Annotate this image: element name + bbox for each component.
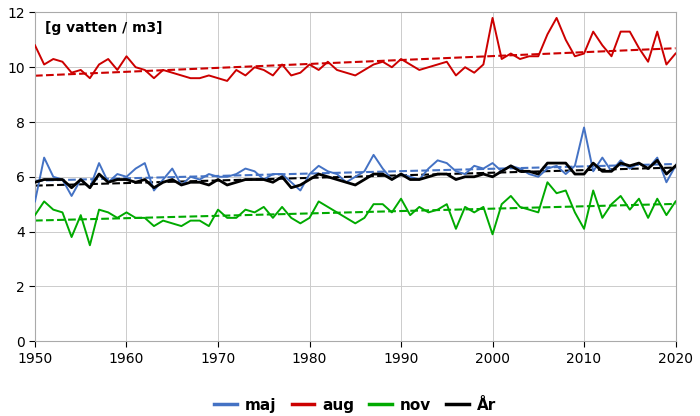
Text: [g vatten / m3]: [g vatten / m3] [45, 21, 162, 35]
Legend: maj, aug, nov, År: maj, aug, nov, År [208, 391, 503, 416]
